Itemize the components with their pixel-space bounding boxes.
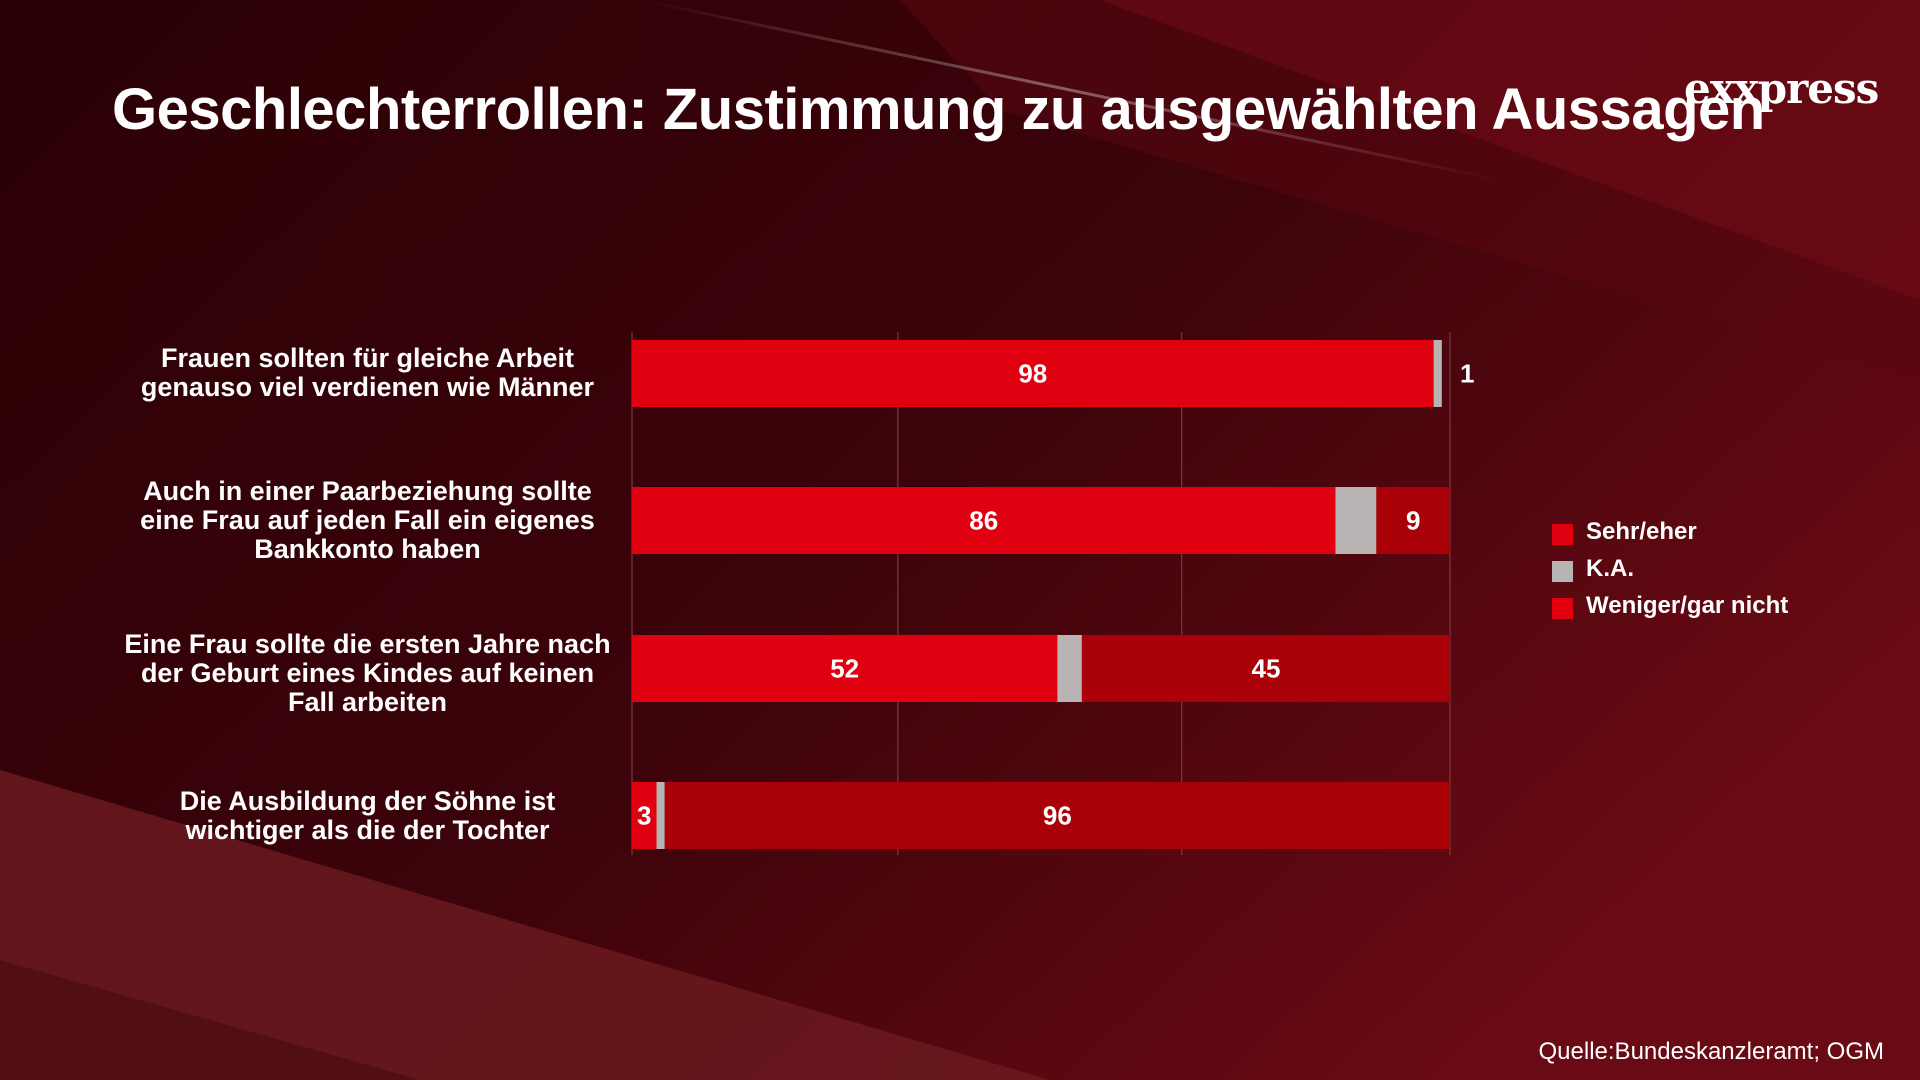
legend: Sehr/eher K.A. Weniger/gar nicht [1552,518,1788,629]
legend-label: Weniger/gar nicht [1586,592,1789,619]
data-label: 3 [637,801,651,831]
bar-segment [664,782,1450,849]
legend-swatch [1552,524,1573,545]
bar-segment [1057,635,1082,702]
legend-item-ka: K.A. [1552,555,1788,592]
bar-segment [1433,340,1442,407]
category-label: Auch in einer Paarbeziehung sollte eine … [140,476,595,564]
category-label: Frauen sollten für gleiche Arbeit genaus… [140,343,595,402]
bar-segment [632,487,1336,554]
legend-label: Sehr/eher [1586,518,1697,545]
legend-label: K.A. [1586,555,1634,582]
chart-title: Geschlechterrollen: Zustimmung zu ausgew… [112,77,1765,142]
category-label: Die Ausbildung der Söhne ist wichtiger a… [179,786,556,845]
data-label: 52 [830,654,859,684]
legend-swatch [1552,598,1573,619]
legend-swatch [1552,561,1573,582]
bar-segment [1376,487,1450,554]
data-label: 86 [969,506,998,536]
bar-segment [632,340,1434,407]
data-label: 1 [1460,359,1474,389]
data-label: 45 [1251,654,1280,684]
data-label: 9 [1406,506,1420,536]
category-label: Eine Frau sollte die ersten Jahre nach d… [124,629,611,717]
legend-item-weniger: Weniger/gar nicht [1552,592,1788,629]
data-label: 98 [1018,359,1047,389]
bar-segment [656,782,665,849]
bar-segment [632,782,657,849]
bar-segment [1335,487,1377,554]
source-note: Quelle:Bundeskanzleramt; OGM [1538,1038,1884,1065]
data-label: 96 [1043,801,1072,831]
legend-item-sehr-eher: Sehr/eher [1552,518,1788,555]
bar-segment [632,635,1058,702]
express-logo: exxpress [1684,64,1879,113]
bar-segment [1081,635,1450,702]
